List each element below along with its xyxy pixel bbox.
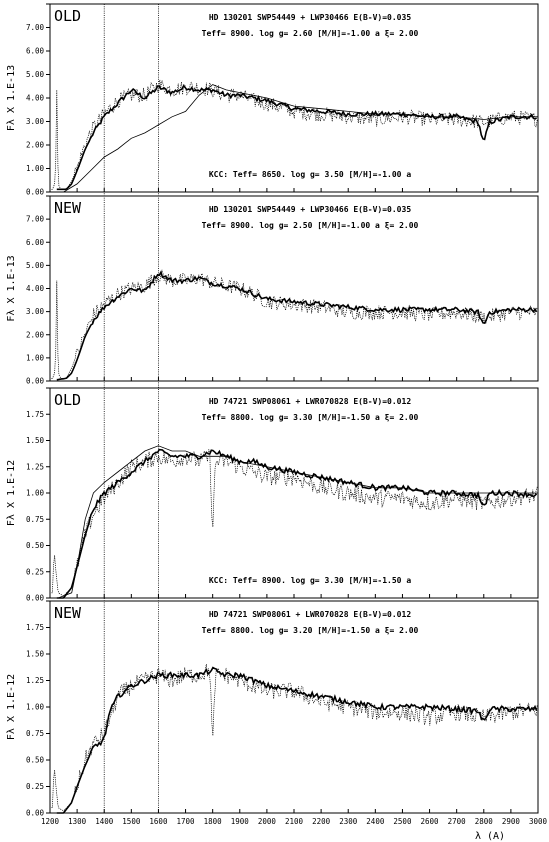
y-tick-label-0-6: 6.00 (26, 47, 45, 56)
y-tick-label-2-3: 0.75 (26, 515, 44, 524)
x-tick-label-12: 2400 (366, 817, 385, 826)
series-observed-dotted-0 (51, 79, 538, 190)
panel-info-line2-0: Teff= 8900. log g= 2.60 [M/H]=-1.00 a ξ=… (202, 29, 419, 38)
panel-info-line1-0: HD 130201 SWP54449 + LWP30466 E(B-V)=0.0… (209, 13, 411, 22)
y-tick-label-2-1: 0.25 (26, 567, 44, 576)
x-tick-label-16: 2800 (475, 817, 494, 826)
panel-info-line2-2: Teff= 8800. log g= 3.30 [M/H]=-1.50 a ξ=… (202, 413, 419, 422)
panel-tag-2: OLD (54, 391, 81, 409)
series-kcc-thin-0 (63, 84, 538, 193)
panel-tag-0: OLD (54, 7, 81, 25)
panel-info-line2-3: Teff= 8800. log g= 3.20 [M/H]=-1.50 a ξ=… (202, 626, 419, 635)
y-tick-label-1-5: 5.00 (26, 261, 45, 270)
panel-kcc-2: KCC: Teff= 8900. log g= 3.30 [M/H]=-1.50… (209, 576, 411, 585)
y-tick-label-0-4: 4.00 (26, 94, 45, 103)
y-tick-label-1-4: 4.00 (26, 284, 45, 293)
y-tick-label-1-6: 6.00 (26, 238, 45, 247)
panel-info-line1-1: HD 130201 SWP54449 + LWP30466 E(B-V)=0.0… (209, 205, 411, 214)
y-tick-label-2-0: 0.00 (26, 594, 45, 603)
y-tick-label-2-5: 1.25 (26, 462, 44, 471)
x-tick-label-17: 2900 (502, 817, 521, 826)
x-tick-label-3: 1500 (122, 817, 141, 826)
y-tick-label-3-0: 0.00 (26, 809, 45, 818)
x-tick-label-15: 2700 (448, 817, 467, 826)
x-axis-label: λ (A) (475, 831, 505, 842)
x-tick-label-6: 1800 (204, 817, 223, 826)
y-tick-label-3-1: 0.25 (26, 782, 44, 791)
panel-tag-3: NEW (54, 604, 82, 622)
x-tick-label-13: 2500 (393, 817, 412, 826)
x-tick-label-8: 2000 (258, 817, 277, 826)
y-tick-label-2-6: 1.50 (26, 436, 45, 445)
y-tick-label-2-4: 1.00 (26, 489, 45, 498)
x-tick-label-1: 1300 (68, 817, 87, 826)
y-tick-label-1-3: 3.00 (26, 307, 45, 316)
y-tick-label-0-3: 3.00 (26, 117, 45, 126)
series-observed-dotted-3 (51, 664, 538, 812)
series-model-thick-0 (56, 84, 538, 191)
y-axis-label-2: Fλ X 1.E-12 (6, 460, 17, 526)
x-tick-label-18: 3000 (529, 817, 548, 826)
y-tick-label-3-4: 1.00 (26, 703, 45, 712)
y-axis-label-3: Fλ X 1.E-12 (6, 674, 17, 740)
series-observed-dotted-2 (51, 449, 538, 597)
y-tick-label-0-7: 7.00 (26, 23, 45, 32)
x-tick-label-14: 2600 (421, 817, 440, 826)
y-axis-label-1: Fλ X 1.E-13 (6, 255, 17, 321)
x-tick-label-4: 1600 (149, 817, 168, 826)
series-model-thick-3 (56, 666, 538, 814)
y-tick-label-0-0: 0.00 (26, 188, 45, 197)
y-tick-label-2-7: 1.75 (26, 410, 44, 419)
series-observed-dotted-1 (51, 269, 538, 379)
x-tick-label-11: 2300 (339, 817, 358, 826)
y-tick-label-3-6: 1.50 (26, 650, 45, 659)
y-tick-label-1-7: 7.00 (26, 215, 45, 224)
panel-info-line1-3: HD 74721 SWP08061 + LWR070828 E(B-V)=0.0… (209, 610, 411, 619)
y-tick-label-0-2: 2.00 (26, 141, 45, 150)
y-tick-label-1-2: 2.00 (26, 330, 45, 339)
y-tick-label-2-2: 0.50 (26, 541, 45, 550)
series-kcc-thin-2 (57, 445, 538, 599)
x-tick-label-10: 2200 (312, 817, 331, 826)
panel-tag-1: NEW (54, 199, 82, 217)
y-axis-label-0: Fλ X 1.E-13 (6, 65, 17, 131)
panel-info-line2-1: Teff= 8900. log g= 2.50 [M/H]=-1.00 a ξ=… (202, 221, 419, 230)
x-tick-label-5: 1700 (177, 817, 196, 826)
y-tick-label-3-3: 0.75 (26, 729, 44, 738)
panel-kcc-0: KCC: Teff= 8650. log g= 3.50 [M/H]=-1.00… (209, 170, 411, 179)
x-tick-label-9: 2100 (285, 817, 304, 826)
x-tick-label-7: 1900 (231, 817, 250, 826)
y-tick-label-1-0: 0.00 (26, 377, 45, 386)
y-tick-label-3-5: 1.25 (26, 676, 44, 685)
y-tick-label-0-5: 5.00 (26, 70, 45, 79)
series-model-thick-1 (56, 270, 538, 381)
y-tick-label-1-1: 1.00 (26, 353, 45, 362)
y-tick-label-3-2: 0.50 (26, 756, 45, 765)
y-tick-label-3-7: 1.75 (26, 623, 44, 632)
y-tick-label-0-1: 1.00 (26, 164, 45, 173)
x-tick-label-0: 1200 (41, 817, 60, 826)
panel-info-line1-2: HD 74721 SWP08061 + LWR070828 E(B-V)=0.0… (209, 397, 411, 406)
x-tick-label-2: 1400 (95, 817, 114, 826)
